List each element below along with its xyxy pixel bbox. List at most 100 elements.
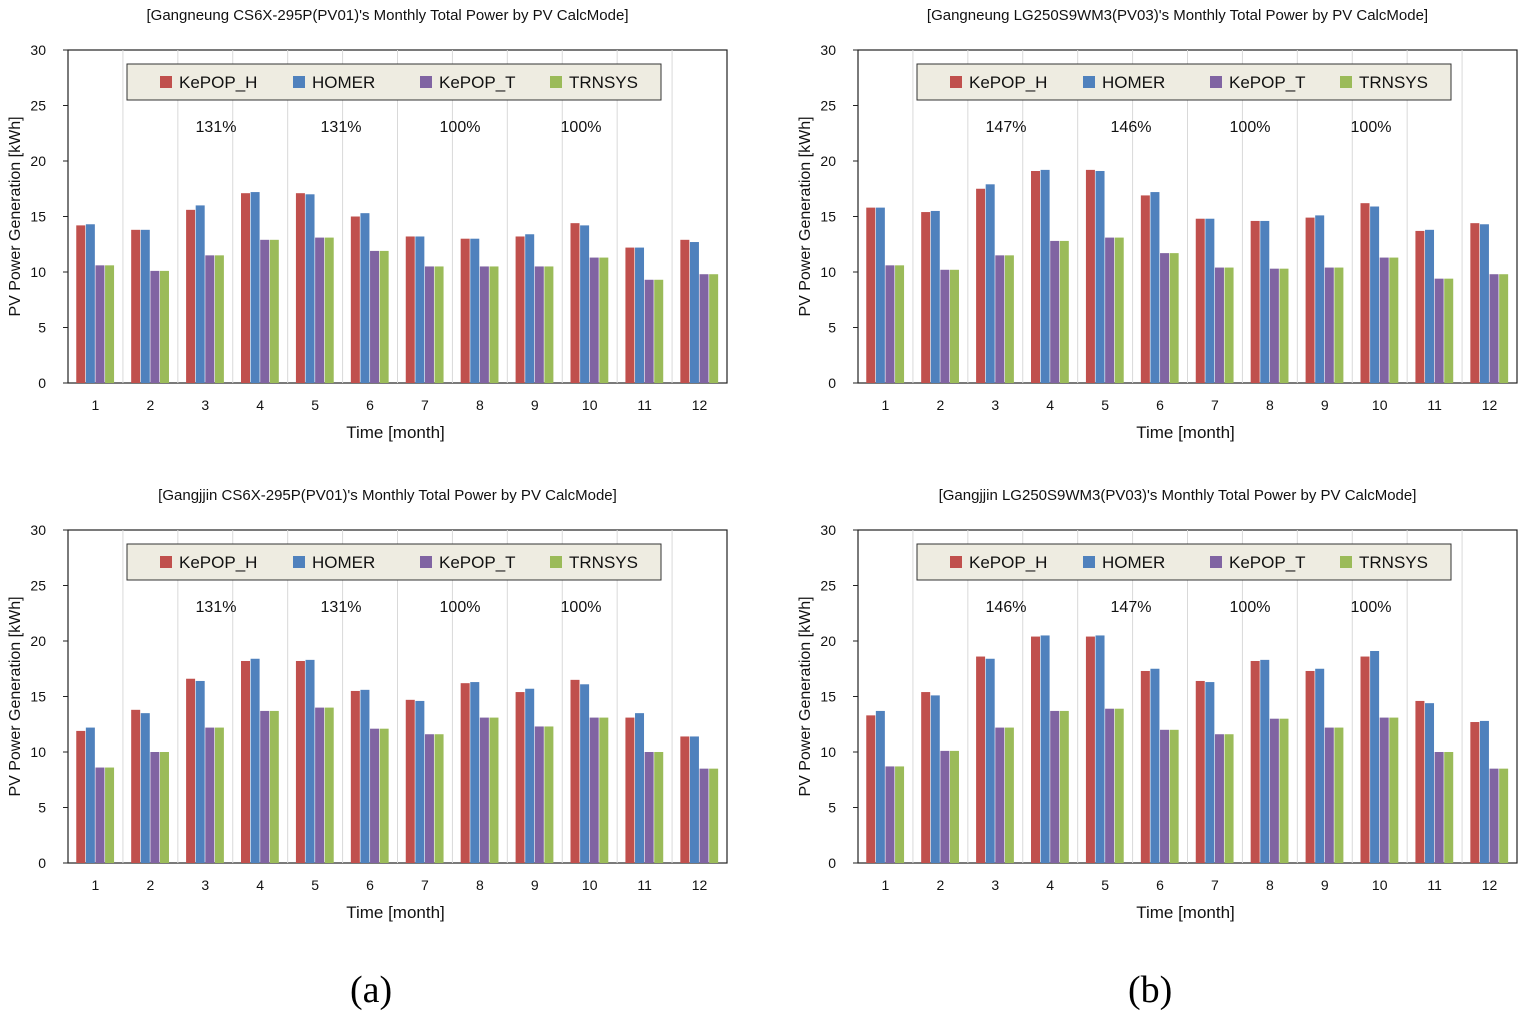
x-tick-label: 4	[1046, 397, 1054, 413]
y-tick-label: 15	[30, 689, 46, 705]
bar-homer	[250, 658, 260, 863]
bar-homer	[470, 682, 480, 863]
bar-kepop-t	[260, 710, 270, 863]
bar-kepop-h	[921, 692, 931, 863]
x-axis-label: Time [month]	[1136, 423, 1235, 442]
chart-title: [Gangjjin LG250S9WM3(PV03)'s Monthly Tot…	[939, 487, 1417, 504]
bar-kepop-h	[241, 660, 251, 863]
bar-kepop-t	[150, 752, 160, 863]
ratio-annotation: 147%	[986, 119, 1027, 136]
bar-kepop-h	[625, 247, 635, 383]
bar-trnsys	[324, 237, 334, 383]
bar-trnsys	[1279, 718, 1289, 863]
bar-kepop-t	[1269, 268, 1279, 383]
chart-title: [Gangneung LG250S9WM3(PV03)'s Monthly To…	[927, 7, 1428, 24]
x-tick-label: 4	[1046, 877, 1054, 893]
legend-swatch	[293, 76, 305, 88]
bar-kepop-t	[699, 274, 709, 383]
bar-kepop-t	[370, 728, 380, 863]
bar-trnsys	[709, 274, 719, 383]
bar-kepop-h	[460, 683, 470, 863]
bar-homer	[1479, 224, 1489, 383]
bar-homer	[415, 236, 425, 383]
legend-label: KePOP_H	[969, 553, 1047, 572]
bar-kepop-h	[921, 212, 931, 383]
bar-kepop-t	[1434, 752, 1444, 863]
bar-kepop-t	[534, 266, 544, 383]
bar-homer	[580, 684, 590, 863]
chart-svg: [Gangneung LG250S9WM3(PV03)'s Monthly To…	[797, 7, 1518, 442]
bar-kepop-h	[1195, 680, 1205, 863]
legend-label: KePOP_H	[179, 553, 257, 572]
bar-kepop-t	[315, 707, 325, 863]
legend-swatch	[550, 556, 562, 568]
bar-kepop-t	[995, 255, 1005, 383]
bar-homer	[195, 205, 205, 383]
x-tick-label: 9	[531, 877, 539, 893]
bar-kepop-t	[1379, 717, 1389, 863]
bar-homer	[1095, 635, 1105, 863]
bar-kepop-h	[241, 193, 251, 383]
x-tick-label: 11	[1427, 877, 1442, 893]
legend-swatch	[420, 556, 432, 568]
x-tick-label: 12	[692, 397, 708, 413]
bar-kepop-h	[1360, 656, 1370, 863]
bar-trnsys	[544, 266, 554, 383]
bar-kepop-t	[885, 265, 895, 383]
bar-kepop-h	[976, 656, 986, 863]
bar-kepop-t	[1434, 278, 1444, 383]
legend-swatch	[550, 76, 562, 88]
x-tick-label: 10	[582, 877, 598, 893]
bar-homer	[875, 207, 885, 383]
bar-kepop-h	[186, 209, 196, 383]
y-tick-label: 30	[820, 42, 836, 58]
ratio-annotation: 131%	[196, 119, 237, 136]
x-tick-label: 9	[1321, 397, 1329, 413]
bar-homer	[360, 689, 370, 863]
legend-label: KePOP_T	[1229, 73, 1306, 92]
bar-trnsys	[269, 239, 279, 383]
bar-trnsys	[1334, 727, 1344, 863]
bar-kepop-h	[131, 229, 141, 383]
y-tick-label: 0	[38, 855, 46, 871]
bar-kepop-h	[405, 699, 415, 863]
legend-label: KePOP_H	[179, 73, 257, 92]
bar-kepop-t	[1324, 267, 1334, 383]
bar-kepop-h	[350, 690, 360, 863]
bar-kepop-t	[315, 237, 325, 383]
bar-trnsys	[1059, 240, 1069, 383]
bar-homer	[985, 184, 995, 383]
x-tick-label: 3	[201, 877, 209, 893]
bar-kepop-t	[479, 266, 489, 383]
bar-homer	[580, 225, 590, 383]
bar-homer	[689, 242, 699, 383]
bar-trnsys	[159, 752, 169, 863]
x-tick-label: 11	[1427, 397, 1442, 413]
x-tick-label: 1	[882, 397, 890, 413]
x-tick-label: 10	[582, 397, 598, 413]
y-tick-label: 30	[30, 522, 46, 538]
bar-kepop-h	[570, 223, 580, 383]
bar-homer	[1040, 635, 1050, 863]
x-tick-label: 12	[1482, 877, 1498, 893]
x-tick-label: 7	[421, 397, 429, 413]
bar-homer	[689, 736, 699, 863]
legend-label: HOMER	[1102, 73, 1165, 92]
bar-kepop-t	[370, 250, 380, 383]
x-axis-label: Time [month]	[1136, 903, 1235, 922]
bar-kepop-h	[1031, 170, 1041, 383]
legend-swatch	[160, 76, 172, 88]
bar-kepop-h	[570, 679, 580, 863]
x-tick-label: 12	[692, 877, 708, 893]
bar-trnsys	[544, 726, 554, 863]
bar-kepop-t	[940, 269, 950, 383]
bar-trnsys	[1499, 274, 1509, 383]
bar-homer	[930, 210, 940, 383]
bar-kepop-t	[885, 766, 895, 863]
bar-trnsys	[1499, 768, 1509, 863]
bar-kepop-h	[625, 717, 635, 863]
bar-kepop-t	[95, 265, 105, 383]
bar-homer	[1370, 206, 1380, 383]
bar-trnsys	[214, 727, 224, 863]
y-tick-label: 20	[820, 633, 836, 649]
